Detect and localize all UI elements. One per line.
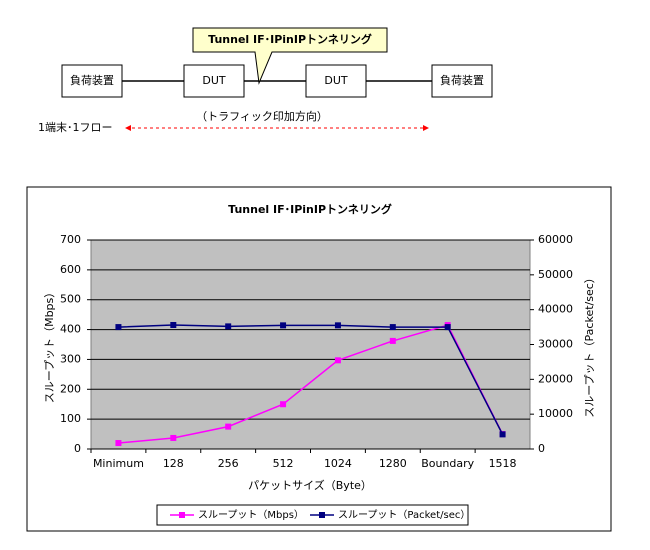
point	[115, 440, 122, 447]
series-line	[118, 324, 504, 435]
point	[499, 431, 506, 438]
node	[61, 64, 123, 98]
y2-axis-label: スループット（Packet/sec）	[583, 272, 596, 418]
y2-tick-label: 60000	[538, 233, 573, 246]
node-label: DUT	[324, 74, 348, 87]
point	[280, 401, 287, 408]
y-tick-label: 400	[60, 323, 81, 336]
y2-tick-label: 30000	[538, 338, 573, 351]
y-tick-label: 200	[60, 382, 81, 395]
x-tick-label: 512	[273, 457, 294, 470]
flow-label: 1端末･1フロー	[38, 120, 113, 134]
point	[225, 423, 232, 430]
diagram: 負荷装置 DUT DUT 負荷装置 Tunnel IF･IPinIPトンネリング…	[38, 27, 493, 134]
callout-text: Tunnel IF･IPinIPトンネリング	[208, 32, 372, 46]
y2-tick-label: 10000	[538, 407, 573, 420]
node	[305, 64, 367, 98]
x-axis-label: パケットサイズ（Byte）	[248, 478, 372, 492]
y-tick-label: 0	[74, 442, 81, 455]
y-tick-label: 100	[60, 412, 81, 425]
x-tick-label: 128	[163, 457, 184, 470]
chart-title: Tunnel IF･IPinIPトンネリング	[228, 202, 392, 216]
y-tick-label: 600	[60, 263, 81, 276]
y2-tick-label: 0	[538, 442, 545, 455]
x-tick-label: Boundary	[421, 457, 474, 470]
legend-marker	[319, 512, 325, 518]
point	[170, 321, 177, 328]
point	[444, 324, 451, 331]
y-tick-label: 700	[60, 233, 81, 246]
x-tick-label: Minimum	[93, 457, 144, 470]
callout-box	[192, 27, 388, 85]
point	[389, 337, 396, 344]
node-label: 負荷装置	[70, 74, 114, 87]
x-tick-label: 1280	[379, 457, 407, 470]
legend-label: スループット（Packet/sec）	[338, 509, 470, 521]
y2-tick-label: 50000	[538, 268, 573, 281]
y-tick-label: 500	[60, 293, 81, 306]
point	[225, 323, 232, 330]
point	[389, 324, 396, 331]
x-tick-label: 1518	[489, 457, 517, 470]
y-tick-label: 300	[60, 352, 81, 365]
point	[334, 357, 341, 364]
node-label: 負荷装置	[440, 74, 484, 87]
y2-tick-label: 20000	[538, 372, 573, 385]
plot-area	[90, 239, 531, 450]
point	[115, 324, 122, 331]
y2-tick-label: 40000	[538, 303, 573, 316]
node	[183, 64, 245, 98]
node-label: DUT	[202, 74, 226, 87]
legend-marker	[179, 512, 185, 518]
node	[431, 64, 493, 98]
y-axis-label: スループット（Mbps）	[43, 287, 56, 404]
point	[170, 434, 177, 441]
x-tick-label: 256	[218, 457, 239, 470]
legend-label: スループット（Mbps）	[198, 509, 304, 521]
point	[280, 322, 287, 329]
point	[334, 322, 341, 329]
x-tick-label: 1024	[324, 457, 352, 470]
direction-label: （トラフィック印加方向）	[196, 109, 328, 123]
